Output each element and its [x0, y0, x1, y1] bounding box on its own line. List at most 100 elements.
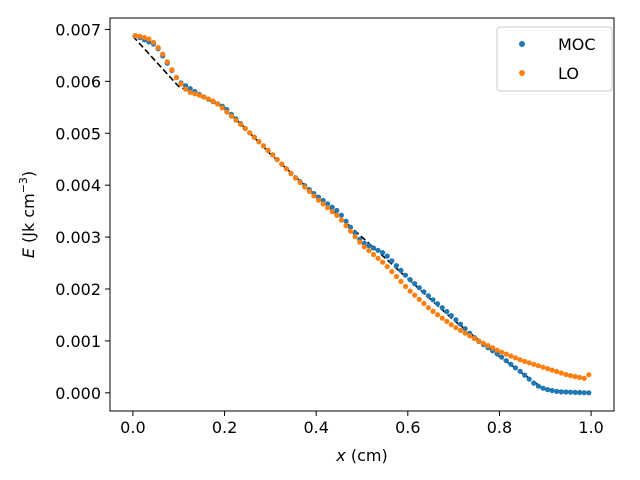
point-lo	[347, 228, 354, 234]
point-lo	[540, 364, 546, 370]
x-axis-unit: (cm)	[346, 446, 388, 465]
point-lo	[196, 92, 202, 98]
point-lo	[490, 345, 496, 351]
point-lo	[380, 259, 386, 265]
y-tick-label: 0.001	[55, 332, 101, 351]
y-tick-label: 0.006	[55, 72, 101, 91]
point-moc	[402, 272, 409, 278]
point-lo	[283, 166, 289, 172]
point-lo	[334, 212, 340, 218]
point-moc	[453, 317, 459, 323]
point-lo	[233, 117, 239, 123]
point-lo	[577, 374, 583, 380]
point-moc	[554, 388, 560, 394]
legend-box	[496, 26, 613, 92]
point-lo	[164, 59, 170, 65]
point-lo	[558, 370, 564, 376]
x-axis: 0.0 0.2 0.4 0.6 0.8 1.0	[120, 411, 604, 437]
point-moc	[375, 247, 381, 253]
point-moc	[329, 204, 335, 210]
point-moc	[549, 387, 555, 394]
x-tick-label: 0.6	[395, 418, 420, 437]
point-moc	[535, 383, 542, 389]
point-moc	[540, 385, 546, 391]
point-moc	[581, 390, 587, 396]
point-lo	[567, 373, 574, 379]
point-lo	[247, 130, 253, 136]
point-lo	[503, 351, 509, 357]
point-moc	[499, 354, 505, 360]
y-axis-unit-pre: (Jk cm	[19, 193, 38, 248]
point-lo	[384, 264, 390, 270]
point-lo	[279, 161, 285, 167]
y-axis-unit-sup: −3	[17, 177, 30, 193]
point-lo	[137, 33, 143, 39]
y-axis-label: E (Jk cm−3)	[17, 171, 38, 258]
y-tick-label: 0.005	[55, 124, 101, 143]
point-moc	[347, 224, 354, 230]
point-lo	[297, 179, 303, 186]
point-lo	[444, 318, 450, 324]
point-lo	[531, 361, 537, 367]
point-moc	[380, 250, 386, 256]
point-moc	[187, 86, 193, 92]
point-moc	[563, 389, 569, 395]
point-lo	[205, 96, 212, 102]
point-lo	[325, 205, 331, 211]
point-lo	[554, 368, 560, 375]
point-lo	[361, 244, 367, 250]
point-moc	[435, 301, 441, 307]
point-lo	[238, 121, 244, 127]
point-lo	[389, 269, 395, 275]
point-lo	[242, 126, 248, 132]
point-moc	[457, 321, 464, 327]
point-moc	[338, 212, 344, 218]
y-axis-var: E	[19, 247, 38, 258]
point-lo	[480, 340, 486, 346]
x-tick-label: 1.0	[578, 418, 603, 437]
point-lo	[270, 152, 276, 158]
point-lo	[155, 45, 161, 51]
y-tick-label: 0.003	[55, 228, 101, 247]
point-lo	[141, 34, 147, 41]
point-lo	[210, 98, 216, 104]
point-moc	[512, 365, 519, 371]
point-moc	[421, 289, 427, 295]
point-lo	[288, 170, 294, 177]
point-lo	[467, 333, 473, 339]
y-tick-label: 0.004	[55, 176, 101, 195]
point-lo	[219, 105, 225, 111]
point-lo	[366, 248, 372, 254]
point-lo	[306, 188, 312, 194]
point-moc	[416, 285, 422, 291]
point-lo	[265, 147, 271, 153]
point-lo	[173, 74, 179, 80]
y-tick-label: 0.000	[55, 384, 101, 403]
point-lo	[160, 51, 166, 57]
point-lo	[352, 234, 358, 240]
plot-area	[132, 33, 592, 396]
point-lo	[453, 325, 459, 331]
x-tick-label: 0.0	[120, 418, 145, 437]
point-lo	[201, 94, 207, 100]
point-moc	[448, 313, 454, 319]
point-moc	[398, 267, 404, 273]
point-lo	[274, 156, 280, 163]
point-moc	[389, 258, 395, 264]
legend-label-lo: LO	[558, 64, 579, 83]
point-lo	[224, 109, 230, 115]
x-axis-label: x (cm)	[335, 446, 387, 465]
y-tick-label: 0.007	[55, 20, 101, 39]
point-lo	[416, 296, 422, 302]
point-lo	[508, 353, 514, 359]
point-lo	[302, 184, 308, 190]
point-lo	[150, 39, 157, 46]
point-lo	[439, 315, 445, 321]
point-lo	[256, 139, 262, 145]
legend: MOC LO	[496, 26, 613, 92]
point-lo	[572, 373, 578, 380]
x-axis-var: x	[335, 446, 346, 465]
point-lo	[329, 209, 335, 215]
legend-marker-lo	[519, 70, 525, 76]
